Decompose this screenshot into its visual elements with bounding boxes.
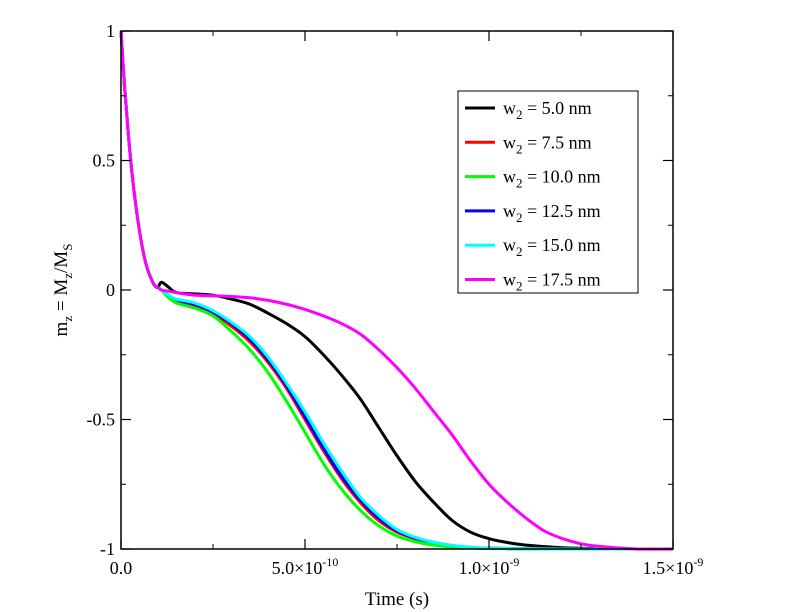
legend-label: w2 = 15.0 nm bbox=[503, 235, 601, 259]
x-tick-label: 0.0 bbox=[110, 558, 133, 578]
x-axis-label: Time (s) bbox=[365, 589, 429, 610]
x-tick-label: 1.0×10-9 bbox=[459, 555, 520, 578]
legend: w2 = 5.0 nm w2 = 7.5 nm w2 = 10.0 nm w2 = 1… bbox=[457, 90, 639, 294]
svg-text:mz = Mz/MS: mz = Mz/MS bbox=[51, 244, 75, 337]
legend-box bbox=[457, 90, 639, 294]
legend-label: w2 = 5.0 nm bbox=[503, 98, 592, 122]
y-tick-label: 1 bbox=[106, 21, 115, 41]
y-tick-label: 0.5 bbox=[93, 151, 116, 171]
series-line-6 bbox=[119, 30, 674, 551]
y-axis-label: mz = Mz/MS bbox=[51, 244, 75, 337]
legend-label: w2 = 17.5 nm bbox=[503, 270, 601, 294]
y-tick-label: -1 bbox=[100, 539, 115, 559]
x-tick-label: 5.0×10-10 bbox=[272, 555, 339, 578]
x-tick-label: 1.5×10-9 bbox=[643, 555, 704, 578]
legend-label: w2 = 10.0 nm bbox=[503, 167, 601, 191]
legend-label: w2 = 7.5 nm bbox=[503, 132, 592, 156]
y-tick-label: 0 bbox=[106, 280, 115, 300]
y-tick-label: -0.5 bbox=[87, 410, 116, 430]
legend-label: w2 = 12.5 nm bbox=[503, 201, 601, 225]
